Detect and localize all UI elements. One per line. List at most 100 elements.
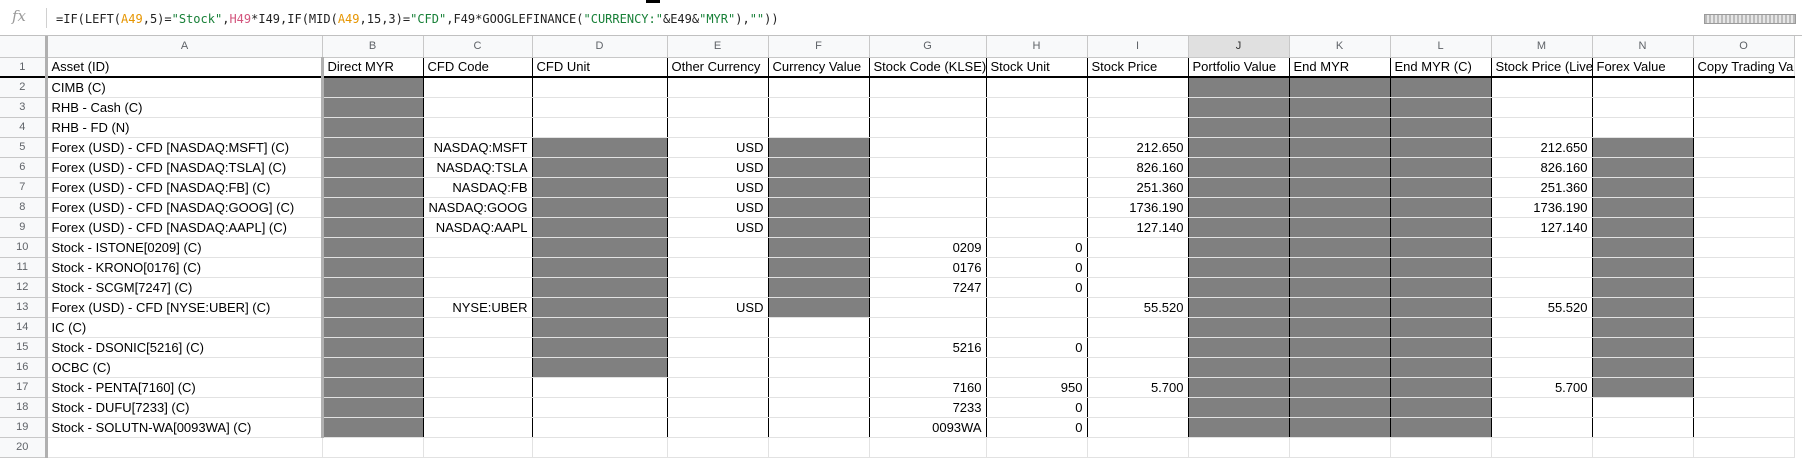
cell-n[interactable]	[1592, 197, 1694, 218]
row-header[interactable]: 17	[0, 377, 48, 398]
cell-h[interactable]	[986, 157, 1088, 178]
cell[interactable]	[1188, 437, 1290, 458]
column-header-o[interactable]: O	[1693, 36, 1795, 58]
cell-e[interactable]	[667, 257, 769, 278]
cell-n[interactable]	[1592, 217, 1694, 238]
cell-i[interactable]: 251.360	[1087, 177, 1189, 198]
cell-g[interactable]	[869, 157, 987, 178]
cell-f[interactable]	[768, 297, 870, 318]
cell-b[interactable]	[322, 217, 424, 238]
cell-d[interactable]	[532, 97, 668, 118]
cell-m[interactable]	[1491, 397, 1593, 418]
cell[interactable]	[768, 437, 870, 458]
cell-a[interactable]: Forex (USD) - CFD [NASDAQ:FB] (C)	[46, 177, 324, 198]
cell-k[interactable]	[1289, 237, 1391, 258]
cell-h[interactable]: 0	[986, 257, 1088, 278]
cell-b[interactable]	[322, 317, 424, 338]
cell-k[interactable]	[1289, 177, 1391, 198]
cell[interactable]	[1491, 437, 1593, 458]
column-header-e[interactable]: E	[667, 36, 769, 58]
cell-h[interactable]	[986, 137, 1088, 158]
cell-g[interactable]	[869, 177, 987, 198]
row-header[interactable]: 10	[0, 237, 48, 258]
row-header[interactable]: 5	[0, 137, 48, 158]
cell-h[interactable]	[986, 77, 1088, 98]
cell-m[interactable]: 212.650	[1491, 137, 1593, 158]
row-header[interactable]: 19	[0, 417, 48, 438]
cell-l[interactable]	[1390, 337, 1492, 358]
cell-k[interactable]	[1289, 357, 1391, 378]
header-cell[interactable]: Currency Value	[768, 57, 870, 78]
cell-h[interactable]: 950	[986, 377, 1088, 398]
cell-j[interactable]	[1188, 317, 1290, 338]
column-header-j[interactable]: J	[1188, 36, 1290, 58]
cell-e[interactable]	[667, 397, 769, 418]
cell-d[interactable]	[532, 337, 668, 358]
cell-o[interactable]	[1693, 77, 1795, 98]
row-header[interactable]: 18	[0, 397, 48, 418]
cell-g[interactable]: 5216	[869, 337, 987, 358]
cell-g[interactable]	[869, 297, 987, 318]
cell-e[interactable]	[667, 317, 769, 338]
cell-d[interactable]	[532, 197, 668, 218]
cell-k[interactable]	[1289, 197, 1391, 218]
cell-e[interactable]: USD	[667, 217, 769, 238]
cell-j[interactable]	[1188, 257, 1290, 278]
cell-a[interactable]: Stock - KRONO[0176] (C)	[46, 257, 324, 278]
cell-c[interactable]: NASDAQ:TSLA	[423, 157, 533, 178]
cell[interactable]	[986, 437, 1088, 458]
formula-text[interactable]: =IF(LEFT(A49,5)="Stock",H49*I49,IF(MID(A…	[56, 12, 779, 26]
cell-c[interactable]	[423, 397, 533, 418]
cell-m[interactable]	[1491, 277, 1593, 298]
cell-o[interactable]	[1693, 197, 1795, 218]
cell-b[interactable]	[322, 377, 424, 398]
cell-o[interactable]	[1693, 97, 1795, 118]
cell-o[interactable]	[1693, 137, 1795, 158]
cell-o[interactable]	[1693, 277, 1795, 298]
cell-c[interactable]	[423, 97, 533, 118]
cell-c[interactable]	[423, 117, 533, 138]
cell-n[interactable]	[1592, 237, 1694, 258]
cell-k[interactable]	[1289, 117, 1391, 138]
cell-f[interactable]	[768, 417, 870, 438]
cell-j[interactable]	[1188, 157, 1290, 178]
cell-m[interactable]	[1491, 117, 1593, 138]
header-cell[interactable]: Stock Price	[1087, 57, 1189, 78]
cell-e[interactable]: USD	[667, 157, 769, 178]
cell-a[interactable]: Forex (USD) - CFD [NASDAQ:AAPL] (C)	[46, 217, 324, 238]
cell-m[interactable]	[1491, 237, 1593, 258]
cell-j[interactable]	[1188, 97, 1290, 118]
cell-g[interactable]	[869, 97, 987, 118]
row-header[interactable]: 12	[0, 277, 48, 298]
cell-h[interactable]	[986, 197, 1088, 218]
row-header[interactable]: 8	[0, 197, 48, 218]
cell-l[interactable]	[1390, 197, 1492, 218]
cell[interactable]	[532, 437, 668, 458]
cell-i[interactable]	[1087, 257, 1189, 278]
cell-d[interactable]	[532, 417, 668, 438]
cell-k[interactable]	[1289, 217, 1391, 238]
cell-l[interactable]	[1390, 157, 1492, 178]
cell-k[interactable]	[1289, 257, 1391, 278]
cell-m[interactable]	[1491, 417, 1593, 438]
column-header-g[interactable]: G	[869, 36, 987, 58]
cell-n[interactable]	[1592, 297, 1694, 318]
cell-d[interactable]	[532, 297, 668, 318]
cell-i[interactable]	[1087, 397, 1189, 418]
cell-m[interactable]	[1491, 257, 1593, 278]
cell-l[interactable]	[1390, 237, 1492, 258]
cell[interactable]	[869, 437, 987, 458]
cell-b[interactable]	[322, 357, 424, 378]
cell-b[interactable]	[322, 157, 424, 178]
cell-i[interactable]	[1087, 237, 1189, 258]
cell-g[interactable]	[869, 197, 987, 218]
cell-i[interactable]: 55.520	[1087, 297, 1189, 318]
cell-d[interactable]	[532, 257, 668, 278]
cell[interactable]	[423, 437, 533, 458]
cell-j[interactable]	[1188, 357, 1290, 378]
cell-b[interactable]	[322, 177, 424, 198]
cell-o[interactable]	[1693, 177, 1795, 198]
column-header-n[interactable]: N	[1592, 36, 1694, 58]
cell-g[interactable]	[869, 137, 987, 158]
